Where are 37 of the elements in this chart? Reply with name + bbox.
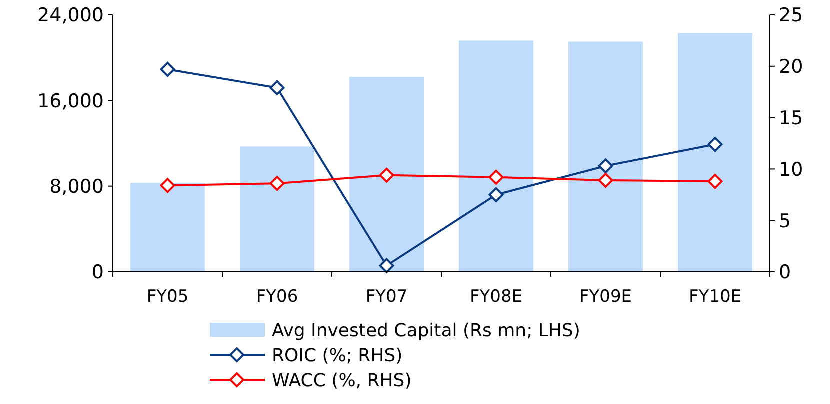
point — [270, 80, 285, 96]
point — [270, 176, 285, 192]
x-tick-label: FY08E — [470, 287, 523, 307]
x-tick-label: FY10E — [688, 287, 742, 307]
y2-tick-label: 10 — [779, 158, 804, 181]
y-tick-label: 0 — [92, 262, 104, 284]
y-tick-label: 8,000 — [50, 176, 104, 198]
legend-label: WACC (%, RHS) — [272, 370, 412, 392]
bar — [350, 77, 424, 272]
legend-label: Avg Invested Capital (Rs mn; LHS) — [272, 320, 580, 342]
legend-label: ROIC (%; RHS) — [272, 345, 403, 366]
bar — [678, 33, 752, 272]
point — [598, 158, 614, 174]
x-tick-label: FY05 — [146, 287, 189, 307]
bar — [130, 183, 205, 272]
x-tick-label: FY06 — [256, 287, 298, 307]
y2-tick-label: 20 — [779, 56, 804, 78]
y2-tick-label: 15 — [779, 107, 804, 130]
point — [160, 62, 176, 77]
point — [379, 168, 394, 183]
point — [708, 137, 723, 152]
point — [160, 178, 176, 194]
point — [488, 170, 504, 185]
y2-tick-label: 25 — [779, 4, 804, 27]
x-tick-label: FY09E — [579, 287, 632, 307]
bar — [568, 42, 643, 272]
y2-tick-label: 5 — [779, 210, 792, 232]
x-tick-label: FY07 — [366, 287, 408, 307]
bar — [240, 146, 314, 272]
point — [598, 173, 614, 188]
y-tick-label: 24,000 — [38, 4, 104, 27]
point — [379, 258, 394, 274]
bar — [459, 40, 534, 272]
y2-tick-label: 0 — [779, 262, 792, 284]
point — [488, 187, 504, 202]
y-tick-label: 16,000 — [38, 90, 104, 112]
point — [708, 174, 723, 190]
